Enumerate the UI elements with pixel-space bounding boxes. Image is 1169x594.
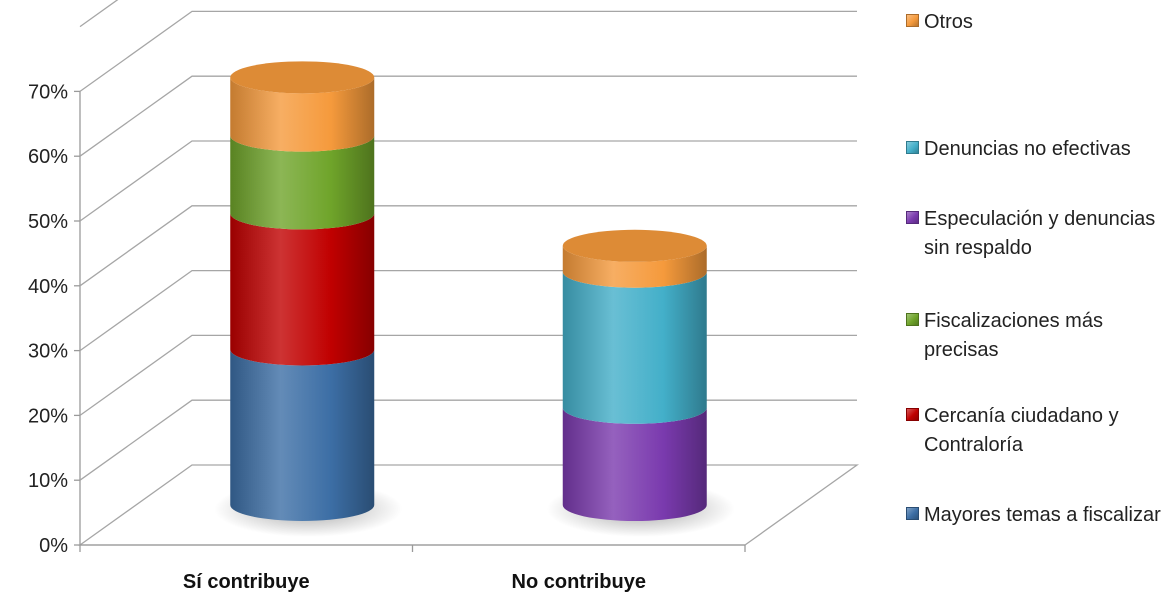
- legend-swatch: [906, 507, 919, 520]
- y-tick-label: 10%: [28, 470, 68, 492]
- y-tick-label: 70%: [28, 81, 68, 103]
- legend-item: Especulación y denuncias sin respaldo: [906, 205, 1168, 263]
- y-tick-label: 20%: [28, 405, 68, 427]
- tick-layer: 0% 10% 20% 30% 40% 50% 60% 70%: [28, 81, 746, 557]
- gridline: [79, 205, 857, 287]
- bar-segment: [230, 349, 375, 521]
- legend-item: Cercanía ciudadano y Contraloría: [906, 402, 1168, 460]
- bar-layer: [214, 61, 735, 537]
- legend: Otros Denuncias no efectivas Especulación …: [906, 0, 1168, 594]
- grid-layer: [77, 0, 860, 546]
- x-category-label: No contribuye: [512, 571, 646, 593]
- legend-label: Especulación y denuncias sin respaldo: [924, 208, 1156, 259]
- legend-item: Otros: [906, 8, 1168, 37]
- bar-top-cap: [230, 61, 375, 94]
- legend-item: Fiscalizaciones más precisas: [906, 307, 1168, 365]
- gridline: [79, 334, 857, 416]
- legend-label: Denuncias no efectivas: [924, 138, 1131, 160]
- y-tick-label: 0%: [39, 535, 68, 557]
- gridline: [79, 140, 857, 222]
- legend-item: Denuncias no efectivas: [906, 135, 1168, 164]
- legend-label: Fiscalizaciones más precisas: [924, 310, 1103, 361]
- category-labels: Sí contribuye No contribuye: [183, 571, 646, 593]
- legend-swatch: [906, 313, 919, 326]
- gridline: [79, 399, 857, 481]
- legend-swatch: [906, 14, 919, 27]
- gridline: [79, 0, 119, 28]
- bar-segment: [230, 213, 375, 366]
- legend-label: Mayores temas a fiscalizar: [924, 504, 1161, 526]
- legend-swatch: [906, 408, 919, 421]
- x-category-label: Sí contribuye: [183, 571, 310, 593]
- bar-top-cap: [562, 229, 707, 262]
- gridline: [79, 10, 857, 92]
- y-tick-label: 30%: [28, 341, 68, 363]
- legend-swatch: [906, 211, 919, 224]
- legend-label: Otros: [924, 11, 973, 33]
- chart-plot: 0% 10% 20% 30% 40% 50% 60% 70% Sí contribuye No …: [28, 0, 860, 593]
- y-tick-label: 60%: [28, 146, 68, 168]
- bar-segment: [562, 407, 707, 521]
- bar-segment: [230, 77, 375, 152]
- legend-label: Cercanía ciudadano y Contraloría: [924, 405, 1119, 456]
- legend-swatch: [906, 141, 919, 154]
- y-tick-label: 40%: [28, 276, 68, 298]
- bar-segment: [562, 245, 707, 288]
- floor-plane: [77, 464, 860, 546]
- gridline: [79, 75, 857, 157]
- gridline: [79, 269, 857, 352]
- legend-item: Mayores temas a fiscalizar: [906, 501, 1168, 530]
- y-tick-label: 50%: [28, 211, 68, 233]
- bar-segment: [562, 271, 707, 424]
- bar-segment: [230, 135, 375, 230]
